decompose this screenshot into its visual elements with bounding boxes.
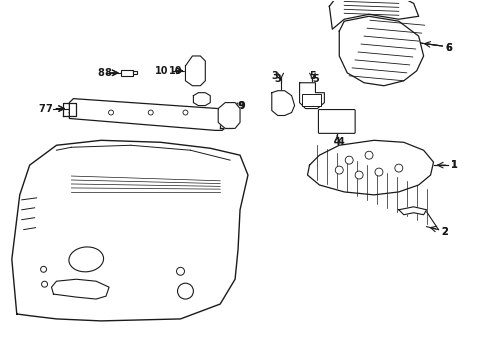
Text: 3: 3 (275, 74, 282, 84)
Ellipse shape (69, 247, 103, 272)
Text: 9: 9 (237, 100, 244, 111)
Text: 1: 1 (451, 160, 458, 170)
Circle shape (109, 110, 114, 115)
Polygon shape (194, 93, 210, 105)
Circle shape (148, 110, 153, 115)
Polygon shape (218, 103, 240, 129)
Text: 5: 5 (313, 74, 319, 84)
Text: 10: 10 (169, 66, 182, 76)
Polygon shape (339, 16, 424, 86)
Circle shape (335, 166, 343, 174)
Bar (133, 71, 137, 74)
Bar (301, 94, 321, 105)
Polygon shape (329, 0, 418, 29)
Bar (121, 70, 133, 76)
Circle shape (183, 110, 188, 115)
FancyBboxPatch shape (318, 109, 355, 133)
Polygon shape (308, 140, 434, 195)
Text: 4: 4 (334, 137, 341, 147)
Polygon shape (272, 91, 294, 116)
Polygon shape (220, 113, 232, 129)
Circle shape (355, 171, 363, 179)
Circle shape (345, 156, 353, 164)
Polygon shape (51, 279, 109, 299)
Circle shape (375, 168, 383, 176)
Text: 5: 5 (309, 71, 316, 81)
Circle shape (177, 283, 194, 299)
Text: 6: 6 (445, 43, 452, 53)
Circle shape (42, 281, 48, 287)
Circle shape (176, 267, 184, 275)
Circle shape (41, 266, 47, 272)
Text: 8: 8 (104, 68, 111, 78)
Text: 7: 7 (46, 104, 52, 113)
Text: 6: 6 (445, 43, 452, 53)
Text: 2: 2 (441, 226, 448, 237)
Circle shape (395, 164, 403, 172)
Polygon shape (299, 83, 324, 109)
Text: 9: 9 (238, 100, 245, 111)
Text: 7: 7 (39, 104, 46, 113)
Circle shape (365, 151, 373, 159)
Text: 10: 10 (155, 66, 169, 76)
Polygon shape (63, 103, 76, 116)
Text: 1: 1 (451, 160, 458, 170)
Polygon shape (399, 207, 427, 215)
Text: 3: 3 (271, 71, 278, 81)
Text: 4: 4 (337, 137, 344, 147)
Polygon shape (185, 56, 205, 86)
Polygon shape (12, 140, 248, 321)
Polygon shape (70, 99, 228, 130)
Text: 8: 8 (97, 68, 104, 78)
Text: 2: 2 (441, 226, 448, 237)
